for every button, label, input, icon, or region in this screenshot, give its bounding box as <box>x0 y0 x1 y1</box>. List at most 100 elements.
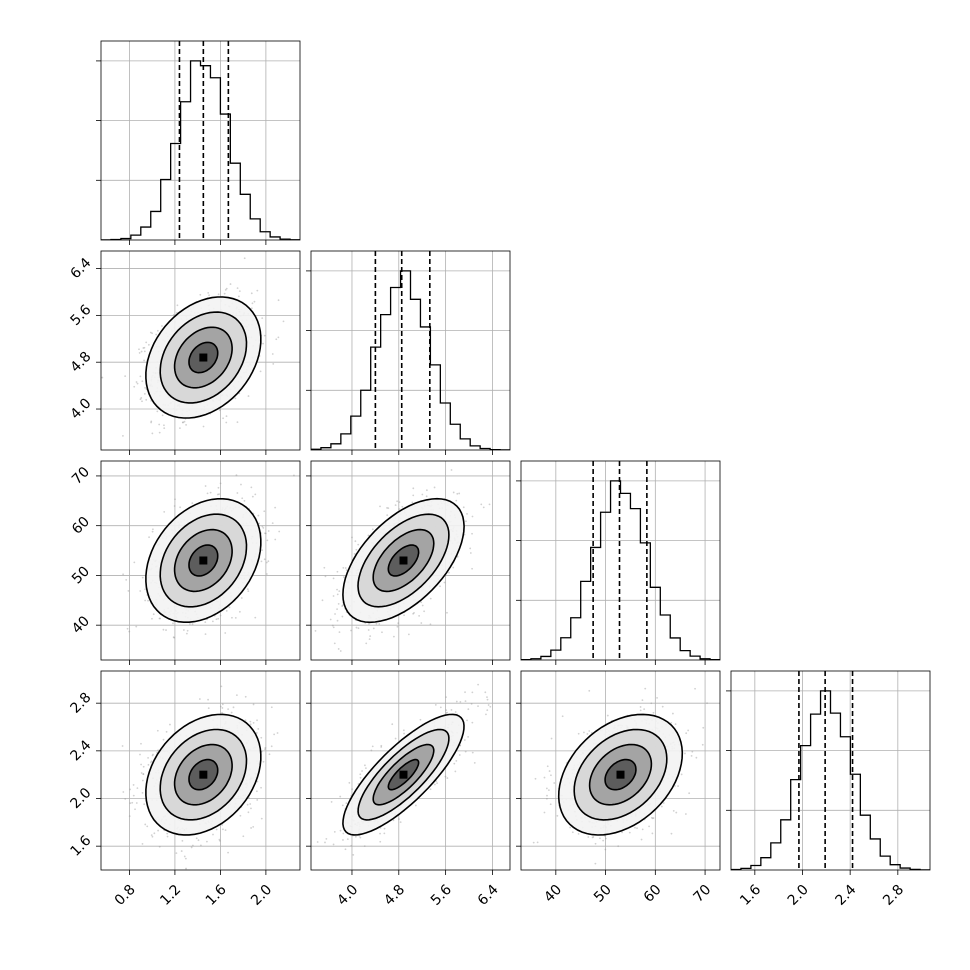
scatter-point <box>150 834 153 837</box>
scatter-point <box>466 512 468 515</box>
scatter-point <box>353 552 356 555</box>
scatter-point <box>250 307 253 310</box>
scatter-point <box>344 567 347 569</box>
scatter-point <box>439 585 441 588</box>
scatter-point <box>161 325 163 327</box>
scatter-point <box>274 506 277 509</box>
scatter-point <box>234 616 237 619</box>
scatter-point <box>412 494 415 497</box>
scatter-point <box>241 497 244 500</box>
scatter-point <box>249 803 252 805</box>
scatter-point <box>133 385 136 388</box>
scatter-point <box>480 503 483 506</box>
scatter-point <box>140 397 143 399</box>
scatter-point <box>151 528 154 531</box>
scatter-point <box>252 721 255 724</box>
scatter-point <box>332 626 335 629</box>
scatter-point <box>334 613 336 615</box>
scatter-point <box>450 469 453 471</box>
scatter-point <box>412 612 415 615</box>
scatter-point <box>199 844 202 847</box>
scatter-point <box>418 614 421 617</box>
panel-frame <box>520 460 721 661</box>
scatter-point <box>173 636 176 639</box>
scatter-point <box>343 576 345 578</box>
scatter-point <box>357 627 360 630</box>
scatter-point <box>141 380 144 383</box>
scatter-point <box>368 638 371 641</box>
scatter-point <box>488 503 491 506</box>
scatter-point <box>458 492 461 495</box>
scatter-point <box>471 567 473 570</box>
scatter-point <box>350 629 352 632</box>
scatter-point <box>246 588 249 591</box>
scatter-point <box>228 606 231 609</box>
scatter-point <box>186 629 189 632</box>
scatter-point <box>142 347 145 349</box>
scatter-point <box>267 530 270 532</box>
scatter-point <box>156 329 159 332</box>
scatter-point <box>256 719 258 722</box>
scatter-point <box>174 498 176 501</box>
scatter-point <box>237 295 240 298</box>
scatter-point <box>332 595 335 597</box>
scatter-point <box>129 802 132 805</box>
y-tick-label: 5.6 <box>67 302 94 329</box>
scatter-point <box>324 575 327 578</box>
scatter-point <box>225 421 228 424</box>
scatter-point <box>143 803 146 806</box>
scatter-point <box>265 561 268 564</box>
scatter-point <box>156 729 159 732</box>
scatter-point <box>421 493 424 496</box>
scatter-point <box>235 694 238 697</box>
panel-frame <box>310 460 511 661</box>
scatter-point <box>255 732 258 734</box>
scatter-point <box>452 491 455 494</box>
scatter-point <box>223 292 226 295</box>
scatter-point <box>197 839 200 842</box>
scatter-point <box>401 505 404 508</box>
scatter-point <box>143 359 145 362</box>
y-tick-label: 4.0 <box>67 396 94 423</box>
scatter-point <box>151 530 154 533</box>
scatter-point <box>153 832 156 835</box>
scatter-point <box>272 363 275 365</box>
scatter-point <box>182 629 185 631</box>
y-tick-label: 50 <box>69 563 93 587</box>
y-tick-label: 70 <box>69 464 93 488</box>
scatter-point <box>145 341 148 344</box>
scatter-point <box>462 506 465 509</box>
scatter-point <box>172 636 175 639</box>
scatter-point <box>336 619 339 622</box>
scatter-point <box>124 798 127 800</box>
scatter-point <box>244 695 247 698</box>
scatter-point <box>144 599 147 602</box>
scatter-point <box>403 614 405 617</box>
scatter-point <box>204 485 207 487</box>
scatter-point <box>236 287 239 290</box>
scatter-point <box>236 492 239 494</box>
scatter-point <box>250 486 253 489</box>
scatter-point <box>469 552 472 554</box>
scatter-point <box>207 707 210 710</box>
scatter-point <box>231 616 233 619</box>
scatter-point <box>251 495 254 498</box>
scatter-point <box>240 483 242 486</box>
scatter-point <box>224 829 227 832</box>
scatter-point <box>185 632 188 635</box>
scatter-point <box>355 548 358 551</box>
scatter-point <box>341 615 344 618</box>
scatter-point <box>396 500 399 503</box>
scatter-point <box>254 493 257 496</box>
scatter-point <box>155 333 158 336</box>
scatter-point <box>336 608 338 611</box>
scatter-point <box>138 348 140 351</box>
scatter-point <box>420 601 423 604</box>
scatter-point <box>144 588 146 591</box>
histogram-step-0 <box>101 60 300 240</box>
scatter-point <box>329 618 332 621</box>
scatter-point <box>204 621 207 624</box>
scatter-point <box>179 427 181 430</box>
scatter-point <box>337 602 340 605</box>
scatter-point <box>262 526 265 529</box>
